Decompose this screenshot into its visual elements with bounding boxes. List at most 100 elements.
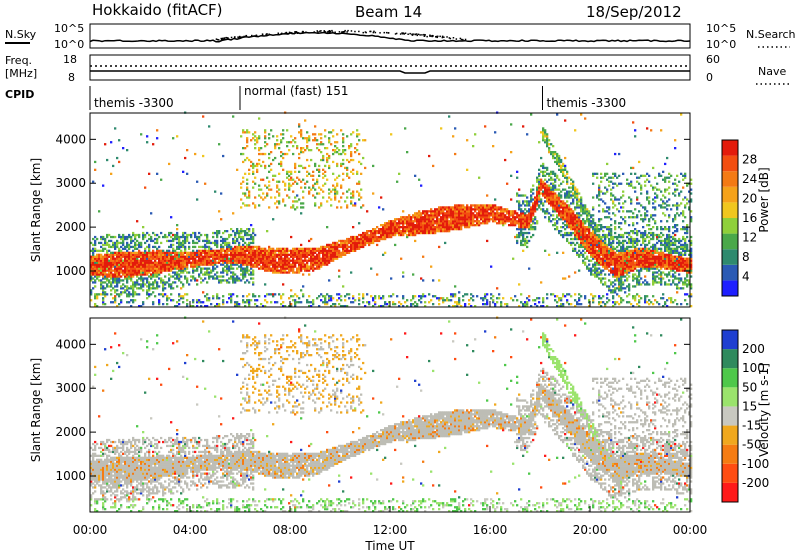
power-cell (534, 299, 537, 302)
power-cell (230, 259, 233, 262)
power-cell (222, 255, 225, 258)
power-cell (146, 251, 149, 254)
power-cell (192, 265, 195, 268)
power-cell (106, 235, 109, 239)
power-cell (512, 222, 515, 225)
power-cell (278, 253, 281, 256)
power-cell (566, 194, 569, 197)
power-cell (552, 192, 555, 195)
power-cell (514, 295, 517, 298)
power-cell (334, 249, 337, 252)
power-cell (290, 305, 293, 308)
power-cell (98, 210, 101, 213)
power-cell (136, 261, 139, 264)
power-cell (578, 220, 581, 223)
nsearch-dot (329, 30, 331, 32)
power-cell (100, 281, 103, 284)
power-cell (496, 210, 499, 213)
power-cell (542, 186, 545, 189)
power-cell (214, 305, 217, 308)
power-cell (148, 289, 151, 292)
power-cell (268, 188, 271, 191)
power-cell (562, 235, 565, 239)
power-cell (228, 241, 231, 245)
power-cell (132, 275, 135, 278)
power-cell (142, 285, 145, 288)
power-cell (324, 245, 327, 249)
power-cell (150, 239, 153, 243)
power-cell (276, 301, 279, 304)
power-cell (114, 265, 117, 268)
power-cell (280, 249, 283, 252)
power-cell (484, 293, 487, 296)
power-cell (378, 230, 381, 233)
power-cell (126, 251, 129, 254)
power-cell (296, 200, 299, 203)
power-cell (250, 267, 253, 270)
power-cell (534, 222, 537, 225)
power-cell (302, 178, 305, 181)
power-cell (440, 230, 443, 233)
power-cell (146, 297, 149, 300)
power-cell (364, 139, 367, 142)
power-cell (230, 293, 233, 296)
power-cell (456, 224, 459, 227)
power-cell (248, 228, 251, 231)
power-cell (546, 168, 549, 171)
power-cell (350, 202, 353, 205)
power-cell (418, 210, 421, 213)
power-cell (326, 259, 329, 262)
power-cell (540, 180, 543, 183)
power-cell (528, 214, 531, 217)
power-cell (456, 216, 459, 219)
power-cell (300, 259, 303, 262)
power-cell (530, 190, 533, 193)
power-cell (338, 152, 341, 156)
power-cell (210, 269, 213, 272)
power-cell (338, 245, 341, 249)
power-cell (528, 239, 531, 243)
power-cell (326, 301, 329, 304)
power-cell (148, 267, 151, 270)
power-cell (104, 243, 107, 247)
power-cell (164, 287, 167, 290)
power-cell (552, 151, 555, 154)
power-cell (562, 168, 565, 171)
power-cell (588, 305, 591, 308)
power-cell (264, 141, 267, 144)
power-cell (280, 269, 283, 272)
power-cell (420, 226, 423, 229)
power-cell (246, 243, 249, 247)
nsearch-dot (395, 32, 398, 35)
power-cell (208, 267, 211, 270)
power-cell (220, 218, 223, 221)
power-cell (410, 226, 413, 229)
nave-tick-top: 60 (706, 53, 720, 66)
power-cell (552, 170, 555, 173)
power-cell (120, 241, 123, 245)
power-cell (476, 224, 479, 227)
power-cell (536, 305, 539, 308)
power-cell (218, 230, 221, 233)
power-cell (160, 281, 163, 284)
power-cell (272, 255, 275, 258)
power-cell (498, 220, 501, 223)
nsearch-dot (401, 33, 404, 35)
power-cell (336, 253, 339, 256)
power-cell (426, 222, 429, 225)
power-cell (578, 214, 581, 217)
power-cell (118, 295, 121, 298)
power-cell (196, 261, 199, 264)
power-cell (332, 255, 335, 258)
power-cell (420, 231, 423, 235)
power-cell (282, 267, 285, 270)
power-cell (276, 200, 279, 203)
power-cell (542, 210, 545, 213)
power-cell (588, 224, 591, 227)
power-cell (334, 194, 337, 197)
power-cell (210, 255, 213, 258)
power-cell (588, 269, 591, 272)
power-cell (116, 277, 119, 280)
power-cell (566, 192, 569, 195)
power-cell (236, 257, 239, 260)
